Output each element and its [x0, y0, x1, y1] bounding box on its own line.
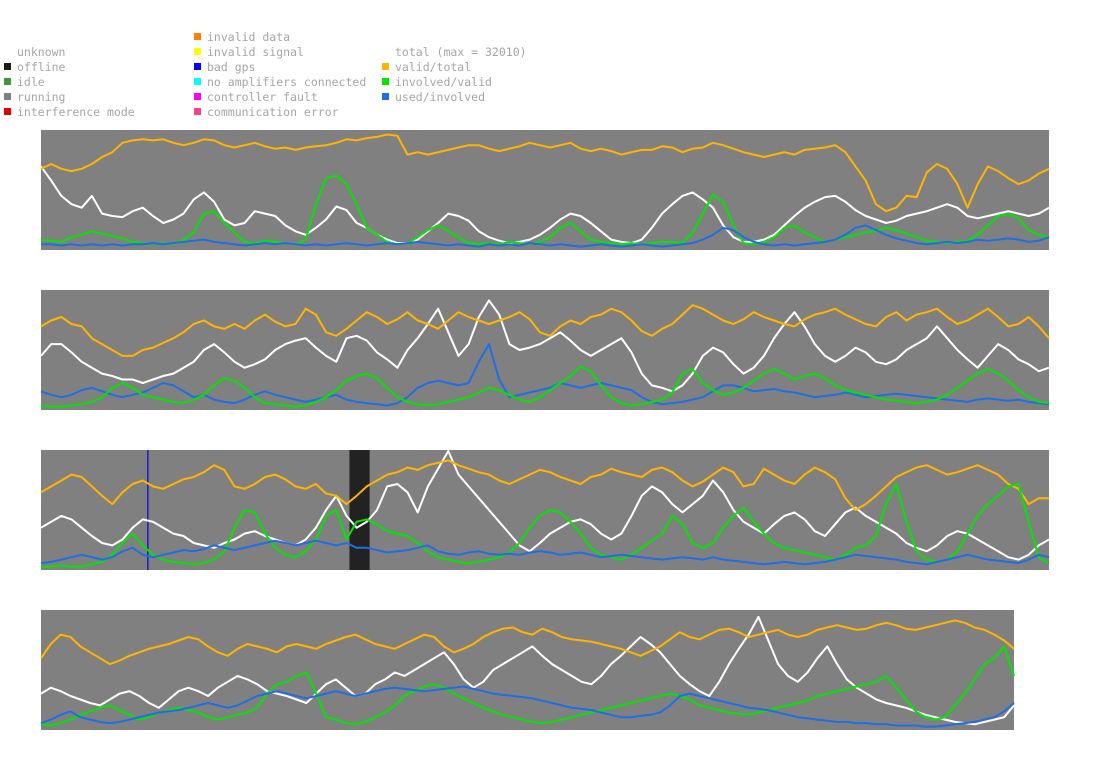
strip-chart-4	[40, 610, 1015, 730]
legend-status-item-1: offline	[4, 59, 65, 74]
series-line-used-involved	[40, 343, 1050, 407]
legend-label: communication error	[207, 104, 339, 119]
legend-label: invalid signal	[207, 44, 304, 59]
legend-label: controller fault	[207, 89, 318, 104]
strip-chart-2	[40, 290, 1050, 410]
legend-label: interference mode	[17, 104, 135, 119]
series-line-total	[40, 299, 1050, 393]
legend-swatch	[4, 63, 11, 70]
legend-status-item-0: unknown	[4, 44, 65, 59]
legend-label: valid/total	[395, 59, 472, 74]
plot-background	[41, 290, 1049, 410]
legend-swatch	[4, 78, 11, 85]
legend-status-item-4: interference mode	[4, 104, 135, 119]
series-line-total	[40, 615, 1015, 726]
legend-label: offline	[17, 59, 66, 74]
legend-swatch	[382, 78, 389, 85]
series-line-used-involved	[40, 539, 1050, 566]
legend-label: running	[17, 89, 66, 104]
legend-label: involved/valid	[395, 74, 492, 89]
plot-background	[41, 610, 1014, 730]
strip-chart-3	[40, 450, 1050, 570]
series-line-valid-total	[40, 459, 1049, 511]
legend-label: used/involved	[395, 89, 486, 104]
offline-period-marker	[349, 450, 370, 570]
legend-label: idle	[17, 74, 45, 89]
legend-swatch	[194, 63, 201, 70]
legend-series-item-2: involved/valid	[382, 74, 492, 89]
legend-error-item-1: invalid signal	[194, 44, 304, 59]
legend-series-item-1: valid/total	[382, 59, 471, 74]
series-line-total	[40, 165, 1050, 245]
legend-error-item-4: controller fault	[194, 89, 318, 104]
series-line-used-involved	[40, 685, 1015, 728]
series-line-involved-valid	[40, 174, 1050, 246]
series-line-valid-total	[40, 304, 1050, 357]
legend-error-item-0: invalid data	[194, 29, 290, 44]
series-line-valid-total	[40, 133, 1050, 213]
legend-error-item-5: communication error	[194, 104, 339, 119]
legend-label: invalid data	[207, 29, 291, 44]
legend-swatch	[4, 93, 11, 100]
legend-label: no amplifiers connected	[207, 74, 367, 89]
legend-swatch	[194, 33, 201, 40]
strip-chart-1	[40, 130, 1050, 250]
legend-status-item-2: idle	[4, 74, 45, 89]
series-line-involved-valid	[40, 645, 1015, 727]
legend-error-item-3: no amplifiers connected	[194, 74, 366, 89]
legend-label: unknown	[17, 44, 66, 59]
plot-background	[41, 450, 1049, 570]
legend-label: bad gps	[207, 59, 256, 74]
legend-series-item-0: total (max = 32010)	[382, 44, 527, 59]
series-line-valid-total	[40, 619, 1015, 666]
legend-swatch	[194, 78, 201, 85]
series-line-involved-valid	[41, 483, 1050, 568]
legend-status-item-3: running	[4, 89, 65, 104]
legend-series-item-3: used/involved	[382, 89, 485, 104]
legend-swatch	[382, 63, 389, 70]
legend-swatch	[4, 108, 11, 115]
legend-swatch	[194, 48, 201, 55]
legend-swatch	[194, 93, 201, 100]
series-line-involved-valid	[40, 365, 1050, 408]
series-line-used-involved	[41, 224, 1050, 248]
legend-label: total (max = 32010)	[395, 44, 527, 59]
legend-swatch	[382, 93, 389, 100]
legend-error-item-2: bad gps	[194, 59, 255, 74]
legend-swatch	[194, 108, 201, 115]
